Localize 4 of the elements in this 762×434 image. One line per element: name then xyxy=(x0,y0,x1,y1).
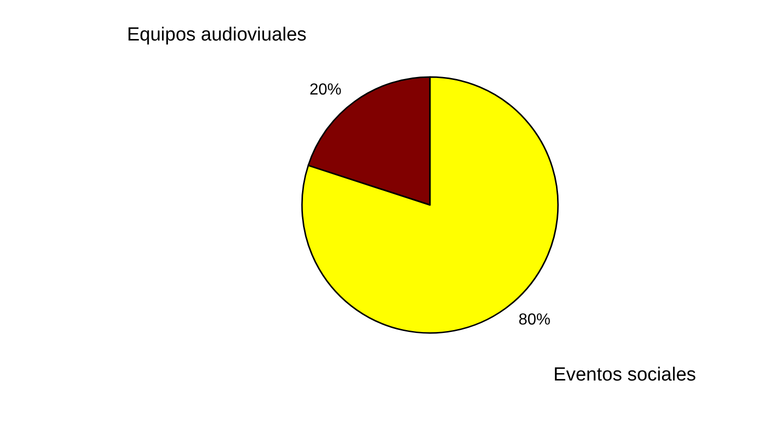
slice-label: Equipos audioviuales xyxy=(126,24,307,46)
slice-label: Eventos sociales xyxy=(553,364,696,386)
data-label: 80% xyxy=(518,311,550,328)
data-label: 20% xyxy=(310,82,342,99)
